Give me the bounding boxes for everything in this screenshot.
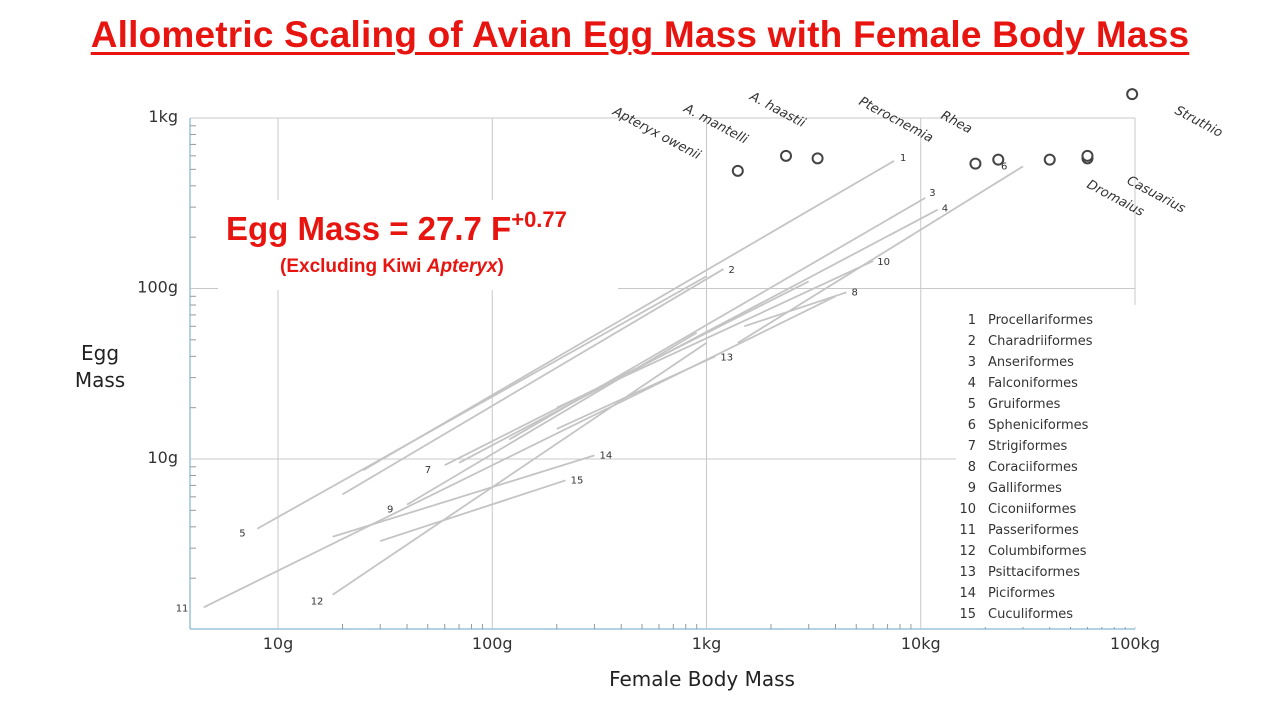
species-label: A. haastii: [746, 89, 808, 131]
legend-number: 11: [959, 523, 976, 538]
species-point: [992, 153, 1005, 166]
legend-number: 14: [959, 586, 976, 601]
x-tick-label: 100kg: [1110, 634, 1160, 653]
order-line-11: [203, 295, 836, 609]
order-line-number: 15: [571, 475, 584, 486]
legend-number: 8: [968, 460, 976, 475]
order-line-number: 11: [176, 603, 189, 614]
legend-number: 2: [968, 334, 976, 349]
legend-label: Spheniciformes: [988, 418, 1089, 433]
legend-number: 4: [968, 376, 976, 391]
x-tick-label: 100g: [472, 634, 513, 653]
order-line-14: [332, 454, 595, 538]
legend-label: Galliformes: [988, 481, 1062, 496]
legend-label: Strigiformes: [988, 439, 1067, 454]
order-line-number: 4: [942, 204, 948, 215]
order-line-5: [256, 275, 707, 530]
legend-label: Anseriformes: [988, 355, 1074, 370]
legend-label: Cuculiformes: [988, 607, 1073, 622]
order-line-9: [406, 331, 698, 506]
order-line-15: [379, 479, 566, 542]
order-line-12: [332, 342, 708, 596]
species-label: Pterocnemia: [856, 94, 935, 146]
legend-label: Passeriformes: [988, 523, 1079, 538]
legend-number: 13: [959, 565, 976, 580]
tick-labels: 10g 100g 1kg 10kg 100kg 10g 100g 1kg: [137, 107, 1160, 653]
legend-label: Psittaciformes: [988, 565, 1080, 580]
order-line-2: [342, 268, 724, 496]
legend-number: 3: [968, 355, 976, 370]
order-line-number: 12: [311, 597, 324, 608]
legend-number: 1: [968, 313, 976, 328]
legend-label: Coraciiformes: [988, 460, 1078, 475]
species-point: [969, 157, 982, 170]
legend-label: Charadriiformes: [988, 334, 1093, 349]
slide-title: Allometric Scaling of Avian Egg Mass wit…: [90, 14, 1190, 55]
legend-number: 5: [968, 397, 976, 412]
species-label: A. mantelli: [680, 101, 750, 148]
legend-label: Columbiformes: [988, 544, 1087, 559]
x-axis-title: Female Body Mass: [609, 667, 795, 691]
legend-background: [956, 305, 1136, 627]
species-point: [731, 164, 744, 177]
species-point: [1043, 153, 1056, 166]
legend-number: 7: [968, 439, 976, 454]
legend-label: Procellariformes: [988, 313, 1093, 328]
y-tick-label: 1kg: [148, 107, 178, 126]
legend-label: Piciformes: [988, 586, 1055, 601]
order-line-number: 2: [728, 265, 734, 276]
legend-number: 10: [959, 502, 976, 517]
legend-label: Ciconiiformes: [988, 502, 1077, 517]
equation-box: Egg Mass = 27.7 F+0.77 (Excluding Kiwi A…: [218, 200, 618, 290]
order-line-number: 1: [900, 153, 906, 164]
order-line-number: 6: [1001, 161, 1007, 172]
order-line-10: [556, 260, 874, 409]
species-point: [811, 152, 824, 165]
order-line-13: [556, 355, 716, 430]
species-label: Rhea: [938, 108, 974, 137]
order-line-number: 7: [425, 465, 431, 476]
x-tick-label: 10kg: [901, 634, 941, 653]
y-tick-label: 100g: [137, 278, 178, 297]
order-line-number: 10: [877, 257, 890, 268]
order-line-number: 9: [387, 505, 393, 516]
y-axis-title-line1: Egg: [81, 341, 119, 365]
species-point: [1126, 88, 1139, 101]
equation-text: Egg Mass = 27.7 F+0.77: [226, 207, 567, 247]
species-points: [731, 88, 1139, 177]
equation-note: (Excluding Kiwi Apteryx): [280, 256, 504, 277]
y-axis-title-line2: Mass: [75, 368, 125, 392]
legend: 1 Procellariformes 2 Charadriiformes 3 Anseri…: [956, 305, 1136, 627]
species-label: Struthio: [1172, 103, 1225, 141]
x-tick-label: 10g: [263, 634, 294, 653]
species-point: [780, 149, 793, 162]
order-line-number: 3: [929, 188, 935, 199]
x-tick-label: 1kg: [692, 634, 722, 653]
order-line-number: 8: [851, 287, 857, 298]
order-line-number: 14: [599, 450, 612, 461]
legend-label: Falconiformes: [988, 376, 1078, 391]
species-point: [1081, 149, 1094, 162]
order-line-number: 5: [239, 529, 245, 540]
order-line-number: 13: [720, 352, 733, 363]
y-tick-label: 10g: [147, 448, 178, 467]
legend-number: 15: [959, 607, 976, 622]
legend-number: 12: [959, 544, 976, 559]
legend-number: 6: [968, 418, 976, 433]
legend-label: Gruiformes: [988, 397, 1061, 412]
order-line-8: [743, 291, 847, 328]
legend-number: 9: [968, 481, 976, 496]
